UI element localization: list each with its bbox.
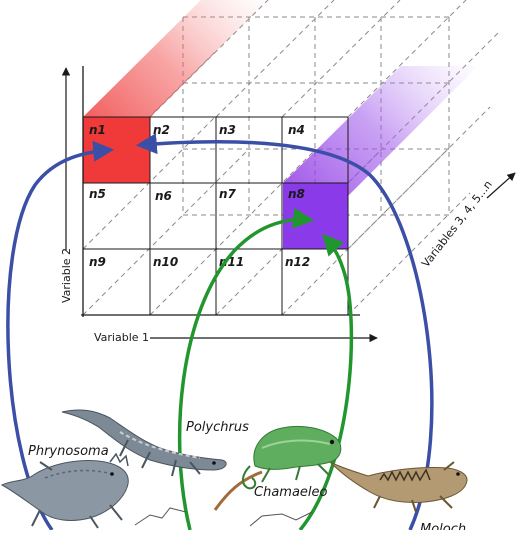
blue-arrow-moloch-to-n1 xyxy=(135,133,434,531)
green-arrow-chamaeleo-to-n8 xyxy=(298,233,354,532)
cell-label-n7: n7 xyxy=(219,187,237,201)
z-axis-arrow xyxy=(486,172,516,199)
cell-label-n12: n12 xyxy=(285,255,310,269)
cell-label-n10: n10 xyxy=(153,255,178,269)
species-label-chamaeleo: Chamaeleo xyxy=(254,485,328,500)
x-axis-label: Variable 1 xyxy=(94,331,149,344)
map-outline xyxy=(134,507,313,527)
species-label-moloch: Moloch xyxy=(420,522,466,530)
cell-label-n1: n1 xyxy=(89,123,106,137)
cell-label-n3: n3 xyxy=(219,123,236,137)
phrynosoma-lizard-image xyxy=(0,452,129,529)
species-label-polychrus: Polychrus xyxy=(186,420,249,435)
cell-label-n6: n6 xyxy=(155,189,172,203)
cell-labels: n1 n2 n3 n4 n5 n6 n7 n8 n9 n10 n11 n12 xyxy=(89,123,310,269)
blue-arrow-phrynosoma-to-n1 xyxy=(6,140,115,532)
z-axis-label: Variables 3, 4, 5...n xyxy=(419,178,495,270)
cell-label-n8: n8 xyxy=(288,187,305,201)
cell-label-n5: n5 xyxy=(89,187,106,201)
cell-label-n11: n11 xyxy=(219,255,244,269)
polychrus-lizard-image xyxy=(61,409,227,477)
cell-label-n9: n9 xyxy=(89,255,106,269)
y-axis-label: Variable 2 xyxy=(60,248,73,303)
moloch-lizard-image xyxy=(329,461,468,513)
species-label-phrynosoma: Phrynosoma xyxy=(28,444,109,459)
cell-label-n4: n4 xyxy=(288,123,305,137)
chamaeleo-lizard-image xyxy=(213,425,342,511)
cell-label-n2: n2 xyxy=(153,123,170,137)
